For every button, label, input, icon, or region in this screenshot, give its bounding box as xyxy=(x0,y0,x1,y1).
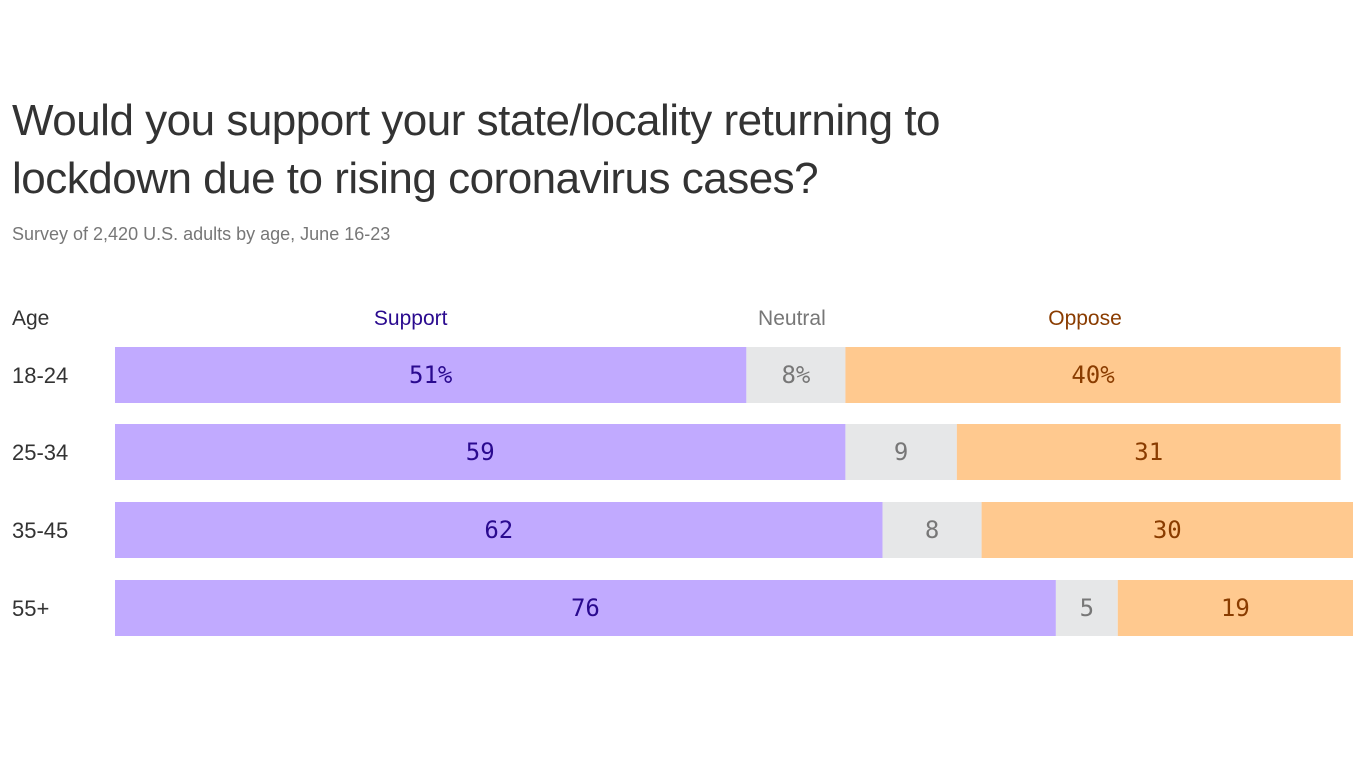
bar-segment-neutral xyxy=(845,424,957,480)
category-header: Age xyxy=(12,307,49,330)
bar-segment-oppose xyxy=(1117,580,1353,636)
chart-subtitle: Survey of 2,420 U.S. adults by age, June… xyxy=(12,224,391,244)
category-label: 55+ xyxy=(12,596,49,621)
data-label: 76 xyxy=(571,594,600,622)
data-label: 51% xyxy=(409,361,453,389)
data-label: 5 xyxy=(1080,594,1094,622)
bar-segment-oppose xyxy=(981,502,1353,558)
bar-segment-support xyxy=(115,424,846,480)
data-label: 40% xyxy=(1071,361,1115,389)
category-label: 35-45 xyxy=(12,518,68,543)
bar-segment-neutral xyxy=(746,347,846,403)
legend-support: Support xyxy=(374,307,448,330)
data-label: 31 xyxy=(1134,438,1163,466)
data-label: 8 xyxy=(925,516,939,544)
category-label: 18-24 xyxy=(12,363,68,388)
data-label: 19 xyxy=(1221,594,1250,622)
bar-segment-neutral xyxy=(882,502,982,558)
data-label: 9 xyxy=(894,438,908,466)
bar-segment-oppose xyxy=(845,347,1341,403)
bar-segment-support xyxy=(115,580,1056,636)
bar-segment-support xyxy=(115,502,883,558)
data-label: 30 xyxy=(1153,516,1182,544)
bar-segment-support xyxy=(115,347,747,403)
legend-neutral: Neutral xyxy=(758,307,826,330)
data-label: 62 xyxy=(484,516,513,544)
bar-segment-neutral xyxy=(1055,580,1118,636)
bar-segment-oppose xyxy=(956,424,1341,480)
data-label: 59 xyxy=(466,438,495,466)
chart-title: Would you support your state/locality re… xyxy=(12,96,941,203)
legend-oppose: Oppose xyxy=(1048,307,1122,330)
category-label: 25-34 xyxy=(12,440,68,465)
data-label: 8% xyxy=(781,361,810,389)
